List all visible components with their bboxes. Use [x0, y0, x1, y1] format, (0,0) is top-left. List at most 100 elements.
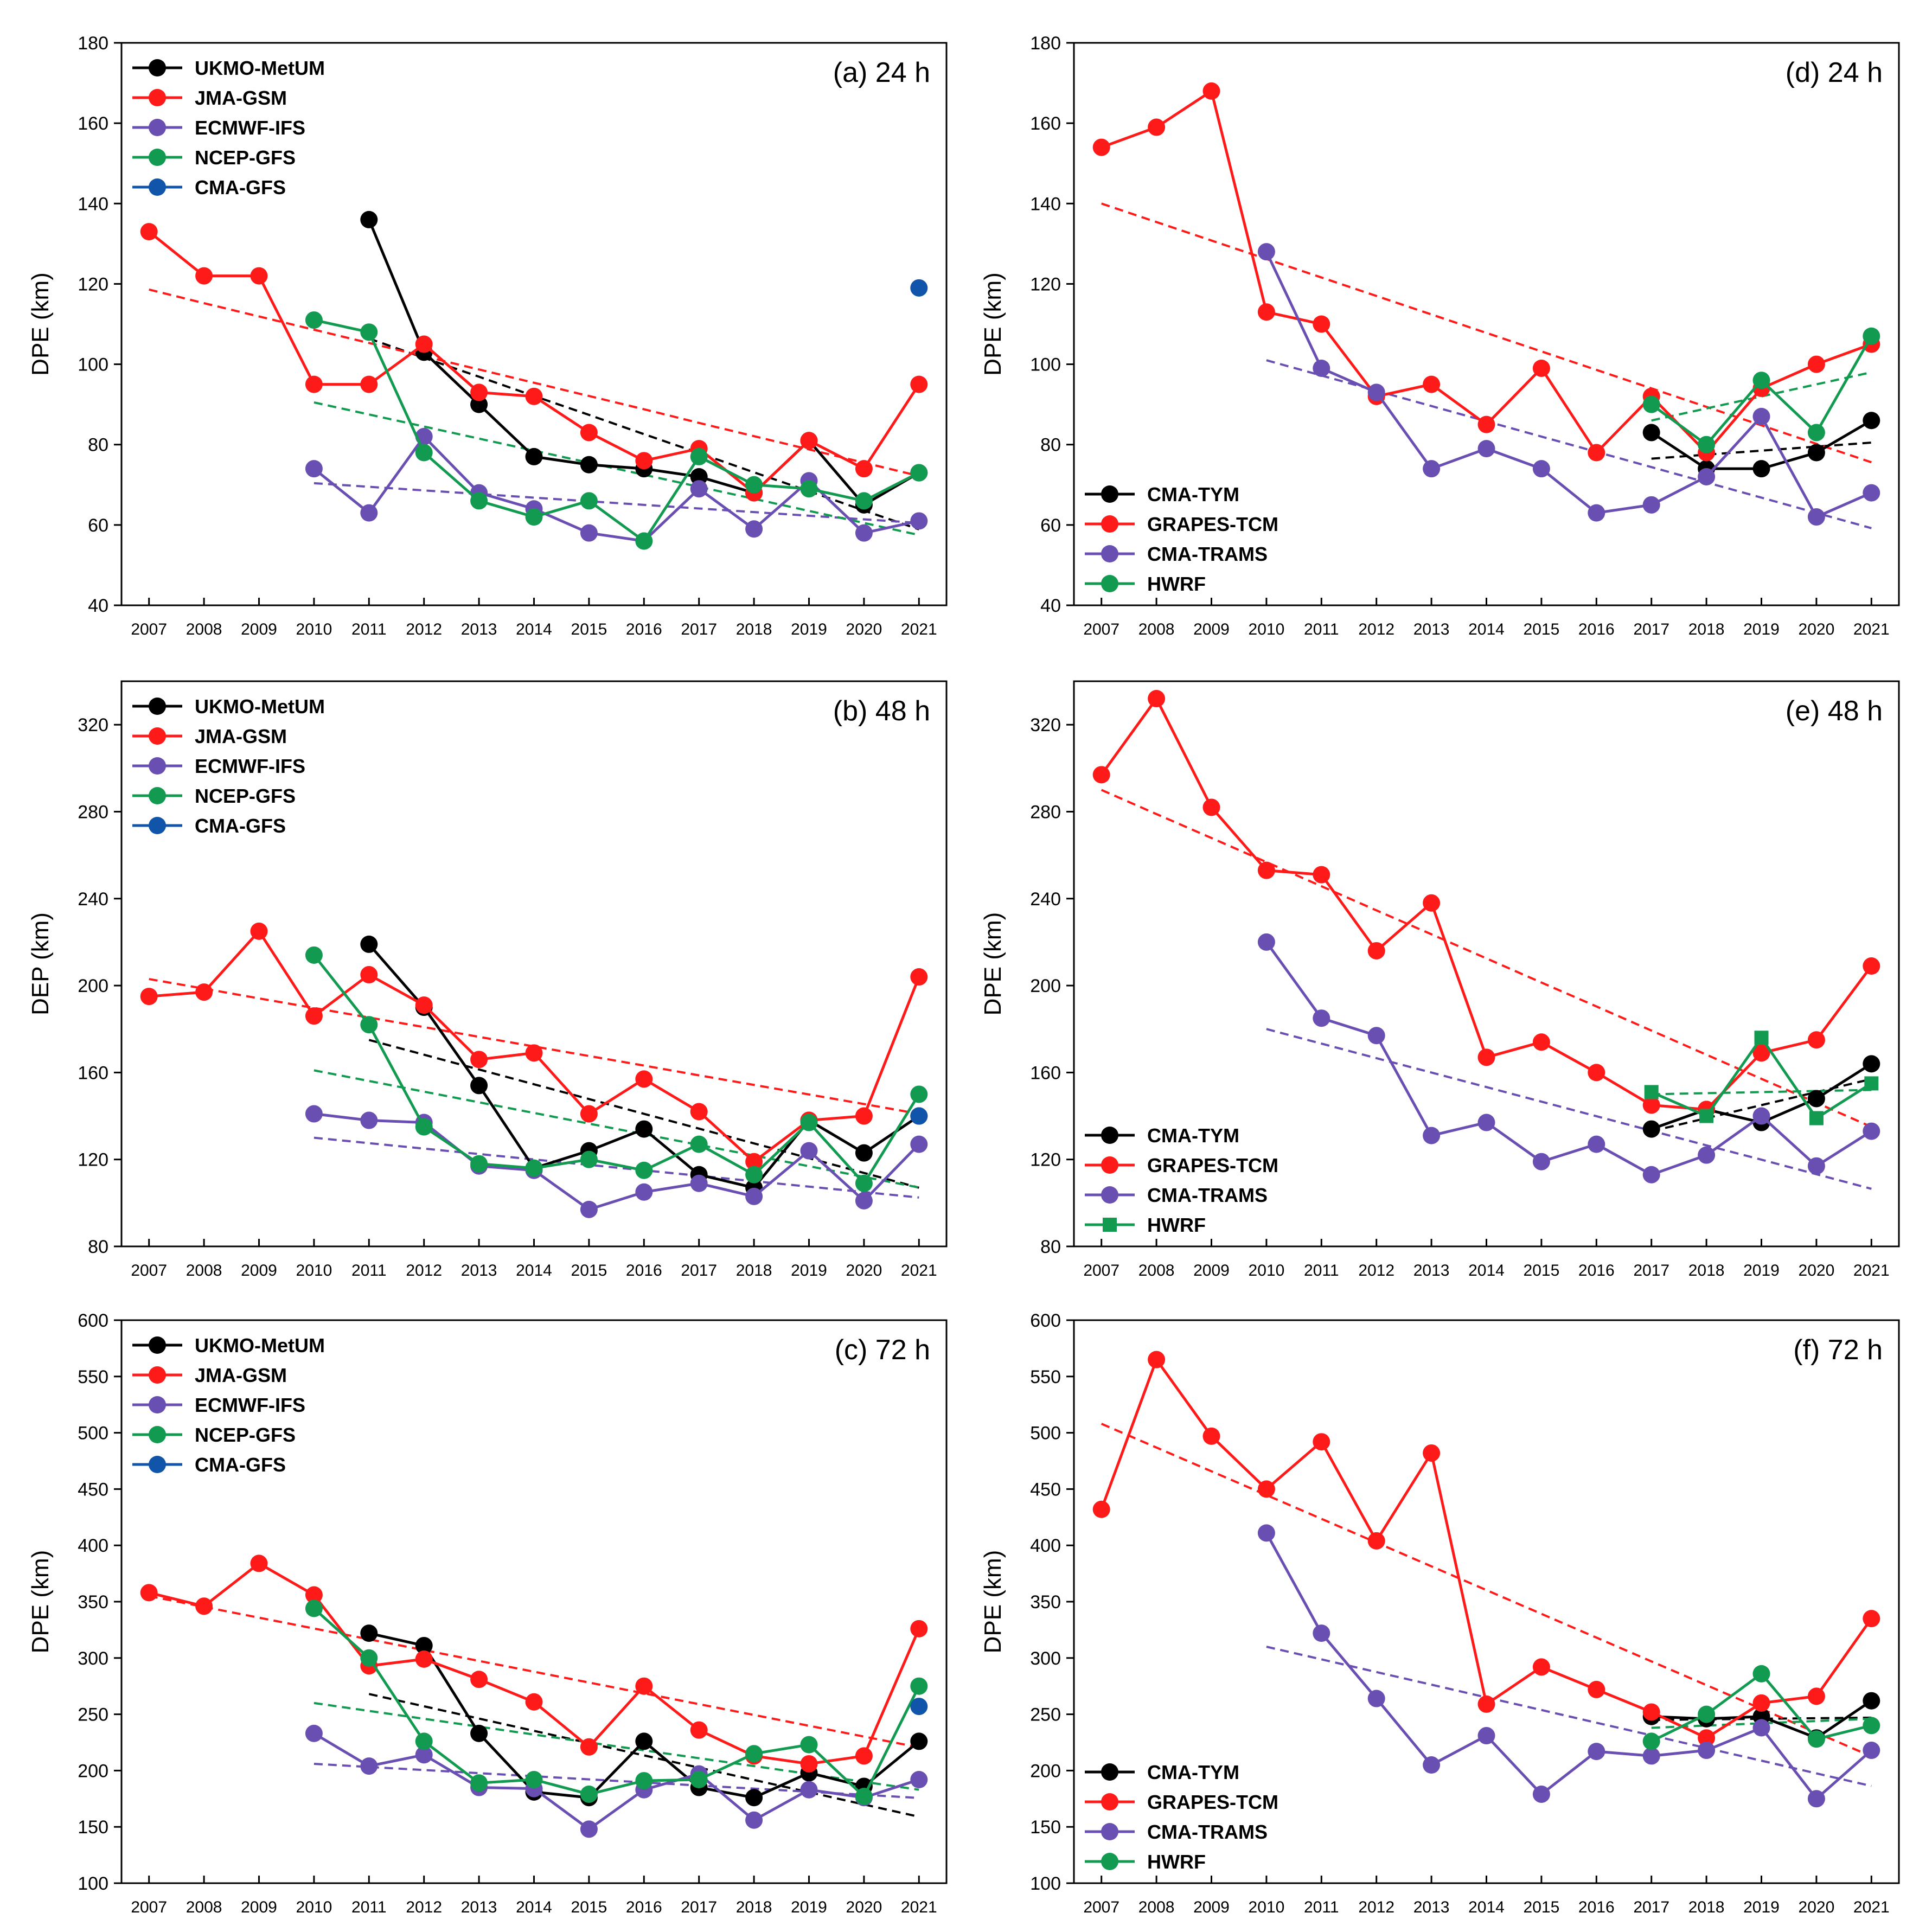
data-point	[195, 983, 213, 1001]
x-tick-label: 2021	[1853, 1898, 1890, 1916]
data-point	[1807, 508, 1825, 526]
trend-line-jma-gsm	[149, 978, 919, 1115]
x-tick-label: 2007	[1083, 620, 1119, 638]
x-tick-label: 2015	[1524, 1898, 1560, 1916]
series-cma-tym	[1642, 1055, 1880, 1138]
data-point	[470, 1774, 488, 1792]
data-point	[580, 1785, 598, 1803]
x-tick-label: 2017	[681, 1898, 717, 1916]
series-line	[314, 1112, 920, 1211]
x-tick-label: 2008	[1138, 620, 1175, 638]
data-point	[745, 1811, 763, 1829]
x-tick-label: 2011	[1304, 620, 1339, 638]
data-point	[1863, 1055, 1880, 1073]
data-point	[1313, 866, 1330, 884]
data-point	[1367, 383, 1385, 401]
data-point	[415, 335, 433, 353]
x-tick-label: 2013	[461, 1262, 497, 1280]
x-tick-label: 2016	[626, 1898, 662, 1916]
x-tick-label: 2014	[1468, 1898, 1505, 1916]
data-point	[195, 1597, 213, 1615]
y-tick-label: 120	[1030, 274, 1061, 295]
data-point	[635, 1183, 653, 1201]
legend-label: CMA-TYM	[1147, 1761, 1239, 1783]
x-tick-label: 2009	[1193, 620, 1230, 638]
y-tick-label: 320	[78, 715, 108, 735]
data-point	[1807, 1687, 1825, 1705]
data-point	[910, 1085, 928, 1103]
legend-swatch-marker	[149, 1336, 166, 1354]
panel-title: (d) 24 h	[1786, 57, 1883, 88]
legend-swatch-marker	[149, 787, 166, 804]
x-tick-label: 2020	[846, 1262, 882, 1280]
legend-swatch-marker	[1101, 1823, 1118, 1840]
panel-f: 2007 2008 2009 2010 2011 2012 2013 2014 2015 2016…	[980, 1310, 1900, 1916]
data-point	[525, 387, 543, 405]
data-point	[525, 1771, 543, 1789]
data-point	[305, 1724, 323, 1742]
x-tick-label: 2016	[1578, 1262, 1615, 1280]
data-point	[415, 1118, 433, 1136]
x-tick-label: 2008	[1138, 1262, 1175, 1280]
data-point	[1807, 424, 1825, 442]
series-grapes-tcm	[1092, 1351, 1880, 1747]
legend-swatch-marker	[1101, 1763, 1118, 1781]
data-point	[1423, 1756, 1441, 1774]
data-point	[635, 1677, 653, 1695]
data-point	[1642, 1703, 1660, 1721]
legend-swatch-marker	[149, 1426, 166, 1443]
data-point	[1642, 1747, 1660, 1765]
x-tick-label: 2014	[516, 1898, 552, 1916]
data-point	[470, 1724, 488, 1742]
legend-swatch-marker	[1101, 1127, 1118, 1144]
panel-a: 2007 2008 2009 2010 2011 2012 2013 2014 2015 2016…	[27, 33, 948, 638]
x-tick-label: 2021	[1853, 620, 1890, 638]
panel-title: (e) 48 h	[1786, 695, 1883, 727]
data-point	[910, 279, 928, 297]
legend-swatch-marker	[1103, 1218, 1117, 1232]
x-tick-label: 2011	[351, 1898, 387, 1916]
data-point	[1092, 766, 1110, 784]
data-point	[1423, 894, 1441, 912]
legend-swatch-marker	[149, 698, 166, 715]
trend-line-jma-gsm	[149, 1595, 919, 1749]
x-tick-label: 2018	[736, 620, 772, 638]
y-tick-label: 120	[78, 274, 108, 295]
trend-line-jma-gsm	[149, 288, 919, 477]
trend-line-ncep-gfs	[314, 1069, 919, 1189]
legend-label: UKMO-MetUM	[195, 695, 325, 718]
data-point	[1752, 1044, 1770, 1062]
data-point	[360, 1016, 378, 1034]
legend-swatch-marker	[1101, 545, 1118, 562]
y-tick-label: 240	[78, 889, 108, 910]
data-point	[1313, 1433, 1330, 1451]
series-line	[314, 318, 920, 543]
series-jma-gsm	[140, 1554, 928, 1773]
legend-swatch-marker	[149, 89, 166, 106]
data-point	[635, 452, 653, 470]
legend-swatch-marker	[149, 149, 166, 166]
data-point	[1532, 1658, 1550, 1676]
legend-swatch-marker	[149, 1366, 166, 1384]
legend-label: GRAPES-TCM	[1147, 1791, 1278, 1813]
y-tick-label: 100	[78, 355, 108, 375]
panel-c: 2007 2008 2009 2010 2011 2012 2013 2014 2015 2016…	[27, 1310, 948, 1916]
data-point	[1202, 82, 1220, 100]
y-tick-label: 300	[78, 1648, 108, 1669]
data-point	[470, 492, 488, 510]
series-ecmwf-ifs	[305, 1105, 928, 1218]
y-tick-label: 160	[78, 1063, 108, 1083]
data-point	[1477, 1727, 1495, 1745]
x-tick-label: 2008	[186, 1898, 222, 1916]
x-tick-label: 2020	[1799, 620, 1835, 638]
y-tick-label: 80	[1040, 435, 1061, 456]
y-tick-label: 400	[1030, 1536, 1061, 1556]
x-tick-label: 2007	[1083, 1898, 1119, 1916]
data-point	[140, 1584, 158, 1602]
legend: CMA-TYM GRAPES-TCM CMA-TRAMS HWRF	[1085, 1124, 1278, 1236]
y-axis-label: DPE (km)	[980, 912, 1006, 1016]
y-tick-label: 500	[78, 1423, 108, 1444]
legend-swatch-marker	[1101, 485, 1118, 503]
x-tick-label: 2018	[1688, 1262, 1725, 1280]
trend-line-ukmo-metum	[368, 1693, 919, 1818]
